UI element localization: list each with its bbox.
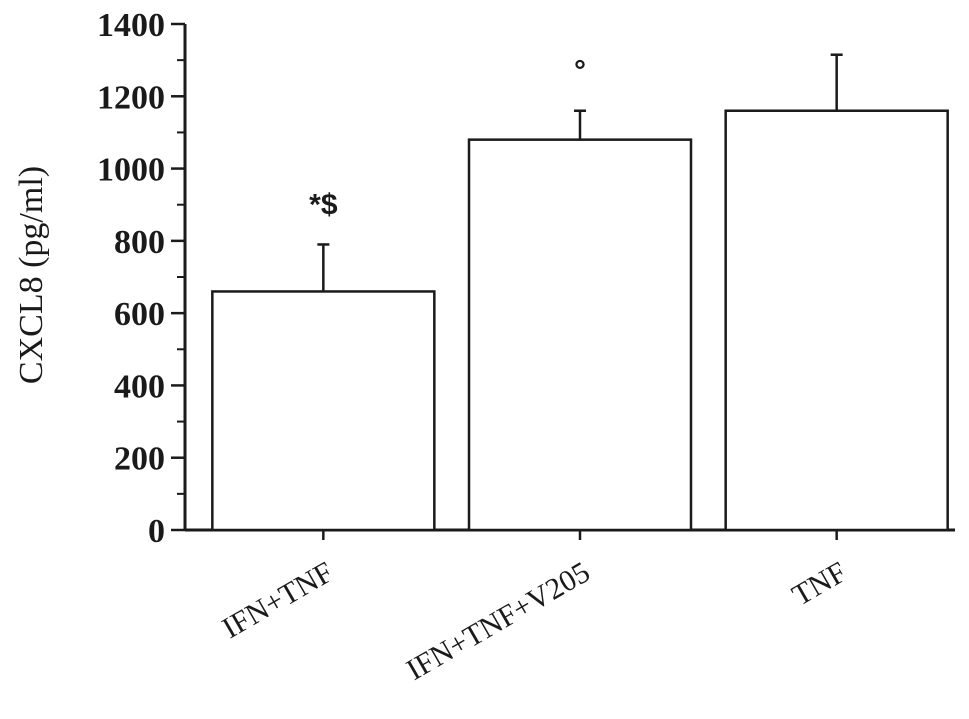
y-axis-title-group: CXCL8 (pg/ml) (13, 166, 50, 384)
x-tick-label-0: IFN+TNF (217, 555, 339, 645)
annotation-1: ° (574, 55, 586, 88)
bar-0 (211, 290, 436, 532)
y-tick-label: 800 (114, 224, 165, 261)
annotation-0: *$ (309, 188, 338, 221)
y-tick-label: 1000 (97, 152, 165, 189)
plot-area: 0 200 400 600 800 1000 1200 1400 *$ IFN+TNF ° IFN+T… (97, 7, 955, 687)
y-axis-title: CXCL8 (pg/ml) (13, 166, 50, 384)
y-tick-label: 1400 (97, 7, 165, 44)
y-tick-label: 600 (114, 296, 165, 333)
y-tick-label: 400 (114, 368, 165, 405)
y-tick-label: 0 (148, 513, 165, 550)
y-tick-label: 200 (114, 441, 165, 478)
y-tick-label: 1200 (97, 79, 165, 116)
bar-2 (724, 109, 949, 532)
x-tick-label-2: TNF (787, 555, 853, 612)
x-tick-label-1: IFN+TNF+V205 (401, 555, 595, 686)
bar-1 (467, 138, 693, 532)
